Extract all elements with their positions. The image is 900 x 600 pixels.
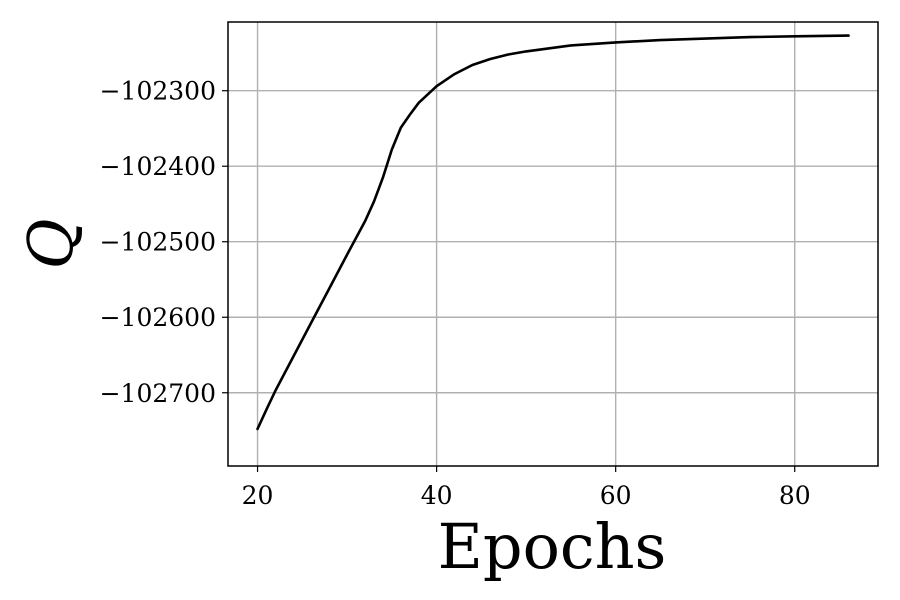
x-tick-label: 20 <box>242 481 274 510</box>
y-axis-ticks: −102700 −102600 −102500 −102400 −102300 <box>100 77 228 408</box>
x-tick-label: 60 <box>600 481 632 510</box>
y-axis-label: Q <box>14 219 87 270</box>
x-tick-label: 80 <box>779 481 811 510</box>
x-tick-label: 40 <box>421 481 453 510</box>
series-line <box>256 34 850 431</box>
grid <box>228 22 878 466</box>
x-axis-ticks: 20 40 60 80 <box>242 466 811 510</box>
y-tick-label: −102600 <box>100 303 216 332</box>
y-tick-label: −102400 <box>100 152 216 181</box>
plot-area-frame <box>227 21 879 467</box>
series-line-group <box>256 34 850 431</box>
y-tick-label: −102500 <box>100 228 216 257</box>
y-tick-label: −102300 <box>100 77 216 106</box>
x-axis-label: Epochs <box>438 510 667 583</box>
y-tick-label: −102700 <box>100 379 216 408</box>
